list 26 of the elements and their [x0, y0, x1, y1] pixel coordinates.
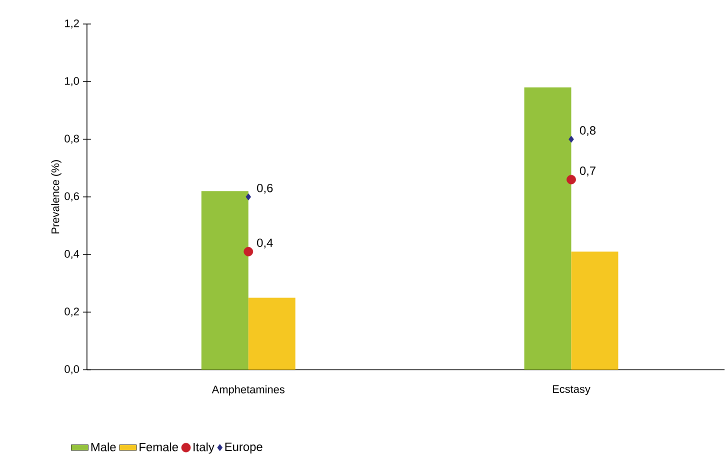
legend-label: Female	[140, 442, 178, 452]
legend-label: Europe	[225, 442, 262, 454]
point	[246, 194, 252, 200]
legend-label: Italy	[194, 442, 214, 454]
y-tick-label: 1,0	[65, 77, 79, 86]
data-label: 0,6	[257, 184, 273, 194]
bar	[571, 252, 618, 370]
point	[566, 175, 576, 184]
bar	[201, 191, 248, 370]
y-tick-label: 0,4	[64, 250, 80, 260]
y-tick-label: 1,2	[65, 20, 79, 29]
data-label: 0,7	[580, 166, 596, 177]
data-label: 0,4	[257, 238, 273, 249]
x-tick-label: Ecstasy	[552, 385, 590, 396]
y-axis-title: Prevalence (%)	[51, 160, 62, 234]
y-tick-label: 0,0	[64, 365, 79, 374]
bar	[248, 298, 296, 370]
y-tick-label: 0,2	[64, 308, 79, 317]
data-label: 0,8	[580, 126, 596, 136]
point	[568, 136, 574, 143]
legend-label: Male	[91, 442, 116, 452]
y-tick-label: 0,8	[64, 134, 79, 144]
y-tick-label: 0,6	[64, 192, 79, 202]
bar	[524, 87, 572, 370]
point	[244, 247, 254, 256]
x-tick-label: Amphetamines	[212, 385, 284, 396]
